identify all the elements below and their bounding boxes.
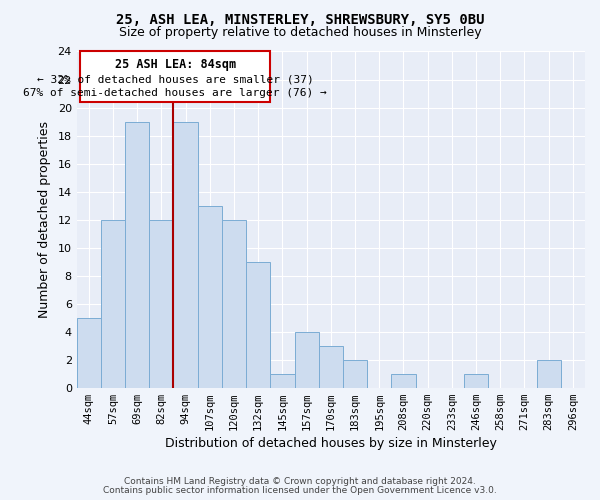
Bar — [319, 346, 343, 388]
Bar — [222, 220, 246, 388]
Text: 25 ASH LEA: 84sqm: 25 ASH LEA: 84sqm — [115, 58, 236, 70]
Bar — [536, 360, 561, 388]
Bar — [246, 262, 271, 388]
Bar — [173, 122, 197, 388]
Bar — [149, 220, 173, 388]
X-axis label: Distribution of detached houses by size in Minsterley: Distribution of detached houses by size … — [165, 437, 497, 450]
Bar — [343, 360, 367, 388]
Text: Contains HM Land Registry data © Crown copyright and database right 2024.: Contains HM Land Registry data © Crown c… — [124, 477, 476, 486]
Text: Contains public sector information licensed under the Open Government Licence v3: Contains public sector information licen… — [103, 486, 497, 495]
Text: 67% of semi-detached houses are larger (76) →: 67% of semi-detached houses are larger (… — [23, 88, 327, 98]
Bar — [295, 332, 319, 388]
Bar — [464, 374, 488, 388]
Bar — [77, 318, 101, 388]
Text: 25, ASH LEA, MINSTERLEY, SHREWSBURY, SY5 0BU: 25, ASH LEA, MINSTERLEY, SHREWSBURY, SY5… — [116, 12, 484, 26]
FancyBboxPatch shape — [80, 52, 271, 102]
Bar — [271, 374, 295, 388]
Text: Size of property relative to detached houses in Minsterley: Size of property relative to detached ho… — [119, 26, 481, 39]
Y-axis label: Number of detached properties: Number of detached properties — [38, 121, 50, 318]
Bar — [101, 220, 125, 388]
Bar — [125, 122, 149, 388]
Bar — [197, 206, 222, 388]
Bar — [391, 374, 416, 388]
Text: ← 32% of detached houses are smaller (37): ← 32% of detached houses are smaller (37… — [37, 74, 314, 84]
